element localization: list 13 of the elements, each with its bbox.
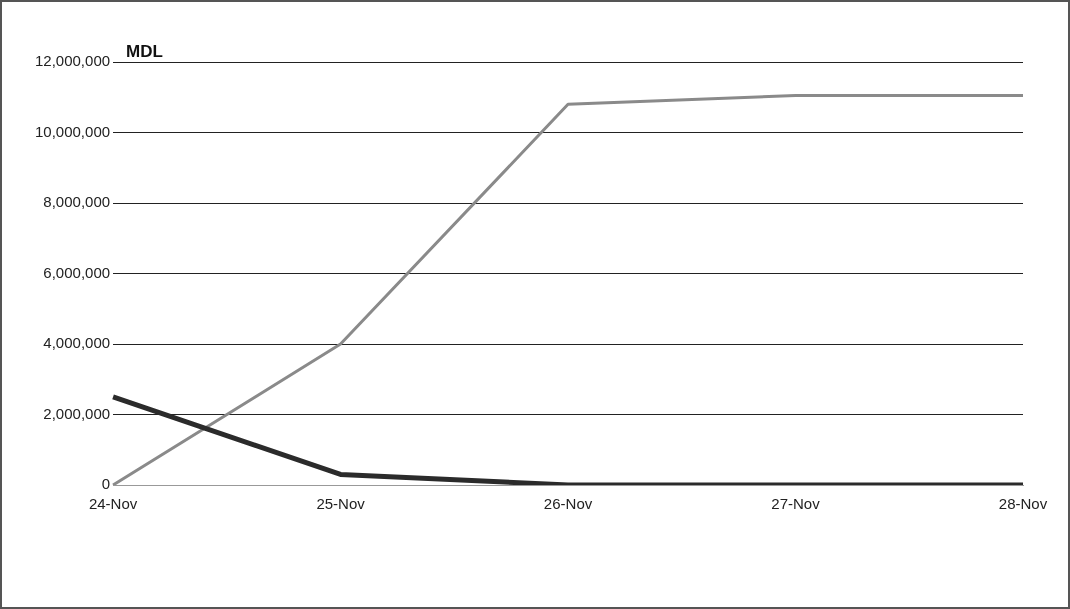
y-tick-label: 10,000,000 — [35, 122, 111, 140]
y-tick-label: 6,000,000 — [43, 263, 111, 281]
x-tick-label: 27-Nov — [771, 495, 821, 513]
y-tick-label: 0 — [101, 475, 111, 493]
y-axis-title: MDL — [126, 42, 163, 62]
x-tick-label: 24-Nov — [88, 495, 138, 513]
x-tick-label: 28-Nov — [998, 495, 1048, 513]
y-tick-label: 2,000,000 — [43, 404, 111, 422]
x-tick-label: 25-Nov — [316, 495, 366, 513]
x-tick-label: 26-Nov — [543, 495, 593, 513]
y-tick-label: 4,000,000 — [43, 334, 111, 352]
y-tick-label: 12,000,000 — [35, 52, 111, 70]
y-tick-label: 8,000,000 — [43, 193, 111, 211]
